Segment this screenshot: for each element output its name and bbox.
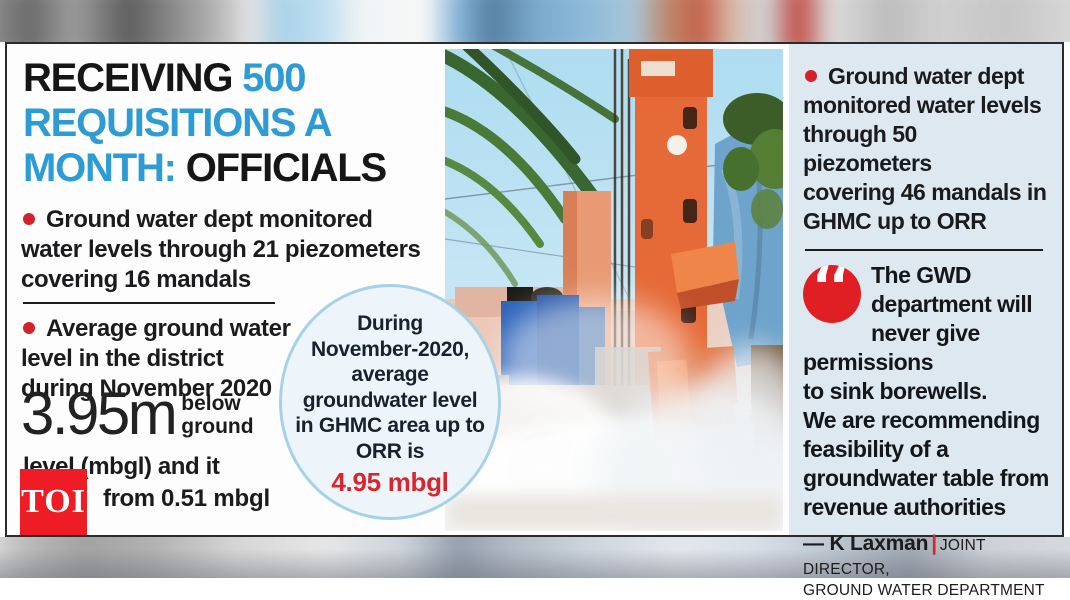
from-word: from bbox=[103, 485, 162, 512]
borewell-photo bbox=[445, 49, 783, 531]
callout-text: During November-2020, average groundwate… bbox=[295, 312, 485, 464]
callout-bubble: During November-2020, average groundwate… bbox=[279, 284, 501, 520]
attribution-dash: — bbox=[803, 531, 830, 555]
headline: RECEIVING 500 REQUISITIONS A MONTH: OFFI… bbox=[23, 56, 469, 190]
quote-block: “ The GWD department will never give per… bbox=[803, 261, 1050, 600]
right-bullet: Ground water dept monitored water levels… bbox=[803, 62, 1050, 236]
from-value: 0.51 mbgl bbox=[161, 485, 270, 512]
left-bullet-2-text: Average ground water level in the distri… bbox=[21, 315, 291, 403]
left-bullet-1: Ground water dept monitored water levels… bbox=[21, 205, 457, 296]
left-bullet-1-text: Ground water dept monitored water levels… bbox=[21, 206, 421, 294]
right-panel: Ground water dept monitored water levels… bbox=[789, 44, 1062, 599]
main-panel: RECEIVING 500 REQUISITIONS A MONTH: OFFI… bbox=[5, 42, 1064, 599]
attribution-name: K Laxman bbox=[829, 531, 929, 555]
section-divider bbox=[23, 302, 275, 304]
blur-strip-bottom bbox=[0, 537, 1070, 578]
big-stat-unit: below ground bbox=[181, 392, 254, 439]
headline-black-2: OFFICIALS bbox=[185, 145, 387, 190]
attribution-pipe: | bbox=[931, 531, 937, 555]
bullet-icon bbox=[23, 322, 35, 334]
right-bullet-text: Ground water dept monitored water levels… bbox=[803, 63, 1047, 234]
quote-icon: “ bbox=[803, 264, 861, 323]
blur-strip-top-fill bbox=[0, 0, 1070, 42]
attribution: — K Laxman | JOINT DIRECTOR, GROUND WATER … bbox=[803, 532, 1050, 600]
attribution-title-2: GROUND WATER DEPARTMENT bbox=[803, 581, 1045, 599]
bullet-icon bbox=[23, 213, 35, 225]
attribution-line-1: — K Laxman | JOINT DIRECTOR, bbox=[803, 532, 1050, 580]
attribution-title-1: JOINT DIRECTOR, bbox=[803, 536, 986, 578]
stat-from-line: from 0.51 mbgl bbox=[23, 485, 270, 513]
section-divider bbox=[805, 248, 1043, 251]
quote-text: The GWD department will never give permi… bbox=[803, 261, 1049, 520]
borewell-photo-art bbox=[445, 49, 783, 531]
left-bullet-2: Average ground water level in the distri… bbox=[21, 314, 306, 405]
big-stat: 3.95m below ground bbox=[21, 384, 254, 444]
blur-strip-top bbox=[0, 0, 1070, 42]
headline-black-1: RECEIVING bbox=[23, 56, 243, 100]
callout-value: 4.95 mbgl bbox=[331, 466, 449, 497]
toi-logo: TOI bbox=[20, 469, 87, 535]
headline-blue: 500 REQUISITIONS A MONTH: bbox=[23, 56, 331, 190]
bullet-icon bbox=[805, 70, 817, 82]
big-stat-value: 3.95m bbox=[21, 380, 178, 447]
